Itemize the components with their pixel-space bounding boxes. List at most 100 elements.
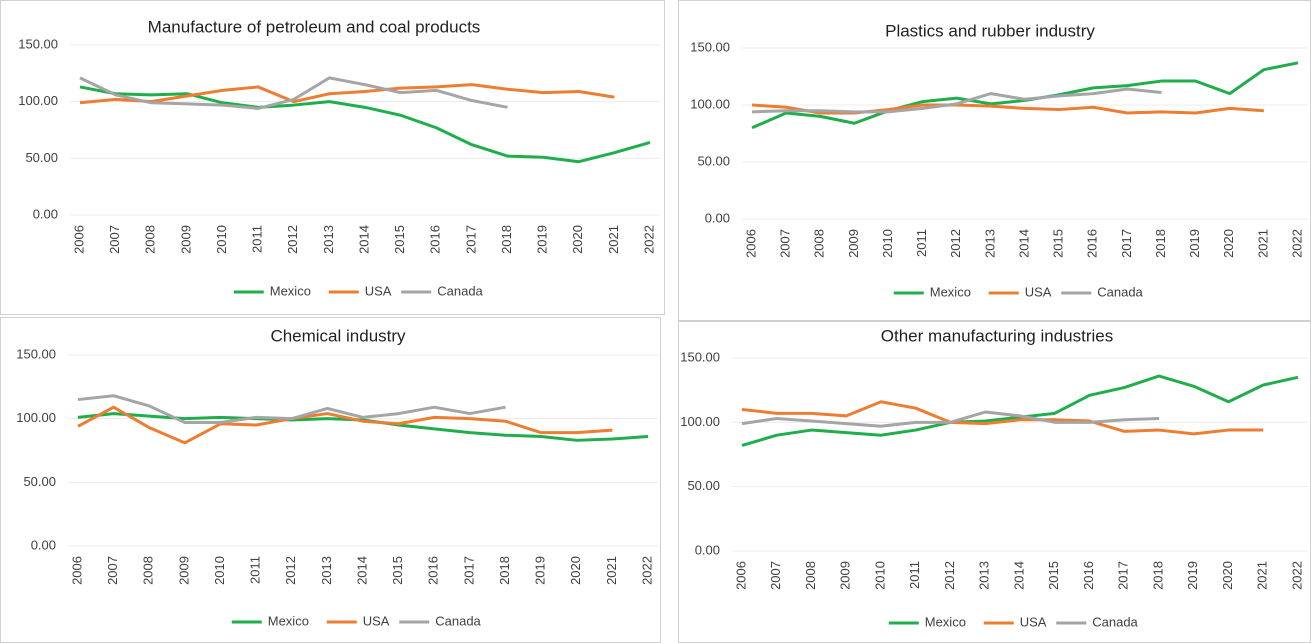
series-line [77,405,613,445]
x-tick-label: 2020 [1221,229,1236,258]
x-tick-label: 2006 [743,229,758,258]
x-tick-label: 2013 [982,229,997,258]
x-tick-label: 2016 [1085,229,1100,258]
y-tick-label: 100.00 [690,96,730,111]
x-tick-label: 2022 [639,556,654,585]
legend-label: USA [365,283,392,298]
x-tick-label: 2015 [392,225,407,254]
x-tick-label: 2010 [214,225,229,254]
y-tick-label: 50.00 [25,150,58,165]
y-tick-label: 100.00 [680,414,720,429]
x-tick-label: 2011 [907,561,922,589]
legend-label: USA [1020,614,1047,629]
x-tick-label: 2006 [71,225,86,254]
x-tick-label: 2018 [1153,229,1168,258]
x-tick-label: 2010 [880,229,895,258]
x-tick-label: 2010 [872,561,887,590]
legend-label: Mexico [268,613,309,628]
y-tick-label: 100.00 [18,93,58,108]
x-tick-label: 2014 [356,225,371,254]
panel-border [678,0,1311,321]
y-tick-label: 50.00 [687,478,720,493]
x-tick-label: 2016 [426,556,441,585]
panel-border [0,317,661,643]
series-line [79,85,651,164]
x-tick-label: 2011 [248,556,263,584]
legend-label: USA [363,613,390,628]
x-tick-label: 2007 [105,556,120,585]
x-tick-label: 2021 [604,556,619,585]
x-tick-label: 2020 [568,556,583,585]
x-tick-label: 2008 [812,229,827,258]
x-tick-label: 2014 [1011,561,1026,590]
x-tick-label: 2009 [176,556,191,585]
x-tick-label: 2015 [390,556,405,585]
y-tick-label: 0.00 [33,206,58,221]
legend-label: Canada [437,283,483,298]
x-tick-label: 2017 [463,225,478,254]
x-tick-label: 2014 [354,556,369,585]
x-tick-label: 2017 [1119,229,1134,258]
x-tick-label: 2006 [69,556,84,585]
x-tick-label: 2021 [1255,229,1270,258]
series-line [79,83,615,105]
x-tick-label: 2019 [1185,561,1200,590]
chart-panel: Manufacture of petroleum and coal produc… [0,0,665,315]
x-tick-label: 2009 [838,561,853,590]
y-tick-label: 0.00 [705,210,730,225]
panel-border [678,321,1311,643]
series-line [741,410,1160,428]
x-tick-label: 2019 [535,225,550,254]
y-tick-label: 150.00 [18,36,58,51]
y-tick-label: 50.00 [697,153,730,168]
x-tick-label: 2017 [1116,561,1131,590]
x-tick-label: 2019 [1187,229,1202,258]
legend-label: Mexico [270,283,311,298]
y-tick-label: 0.00 [31,537,56,552]
series-line [741,400,1264,436]
y-tick-label: 150.00 [16,346,56,361]
x-tick-label: 2009 [178,225,193,254]
series-line [79,76,508,110]
x-tick-label: 2006 [733,561,748,590]
x-tick-label: 2013 [321,225,336,254]
x-tick-label: 2020 [570,225,585,254]
x-tick-label: 2016 [1081,561,1096,590]
legend-label: Mexico [930,284,971,299]
x-tick-label: 2022 [1289,229,1304,258]
chart-title: Plastics and rubber industry [885,21,1095,40]
x-tick-label: 2008 [803,561,818,590]
legend-label: Canada [1097,284,1143,299]
legend-label: Canada [435,613,481,628]
chart-panel: Plastics and rubber industry 0.00 50.00 100… [678,0,1311,321]
y-tick-label: 100.00 [16,410,56,425]
x-tick-label: 2007 [778,229,793,258]
x-tick-label: 2012 [285,225,300,254]
y-tick-label: 0.00 [695,542,720,557]
x-tick-label: 2017 [461,556,476,585]
x-tick-label: 2011 [250,225,265,253]
y-tick-label: 150.00 [690,39,730,54]
chart-panel: Chemical industry 0.00 50.00 100.00 150.00 20… [0,317,661,643]
series-line [77,394,506,424]
x-tick-label: 2007 [107,225,122,254]
x-tick-label: 2022 [1289,561,1304,590]
x-tick-label: 2018 [497,556,512,585]
x-tick-label: 2012 [948,229,963,258]
x-tick-label: 2013 [319,556,334,585]
x-tick-label: 2022 [641,225,656,254]
chart-panel: Other manufacturing industries 0.00 50.00 1… [678,321,1311,643]
x-tick-label: 2010 [212,556,227,585]
x-tick-label: 2016 [428,225,443,254]
x-tick-label: 2011 [914,229,929,257]
x-tick-label: 2008 [143,225,158,254]
chart-title: Chemical industry [270,326,406,345]
series-line [751,87,1162,114]
x-tick-label: 2018 [1150,561,1165,590]
legend-label: USA [1025,284,1052,299]
x-tick-label: 2019 [533,556,548,585]
series-line [751,103,1264,115]
x-tick-label: 2021 [1255,561,1270,590]
